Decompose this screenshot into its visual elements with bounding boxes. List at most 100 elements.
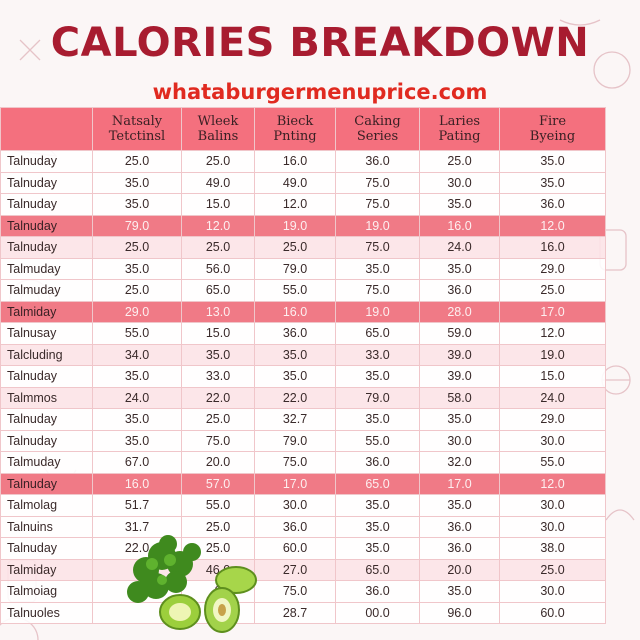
table-cell: 30.0 (499, 494, 606, 517)
table-cell: 20.0 (181, 451, 255, 474)
table-row: Talnuday 35.0 49.0 49.0 75.0 30.0 35.0 (0, 171, 606, 194)
table-row: Talnusay 55.0 15.0 36.0 65.0 59.0 12.0 (0, 322, 606, 345)
table-cell: 19.0 (335, 300, 420, 323)
table-cell: 75.0 (335, 236, 420, 259)
table-cell: 65.0 (335, 472, 420, 495)
table-cell: 55.0 (92, 322, 182, 345)
table-cell: 35.0 (335, 257, 420, 280)
table-cell: 19.0 (335, 214, 420, 237)
table-cell: 36.0 (499, 193, 606, 216)
table-row: Talnuins 31.7 25.0 36.0 35.0 36.0 30.0 (0, 515, 606, 538)
table-cell: 35.0 (335, 408, 420, 431)
table-cell: 15.0 (181, 322, 255, 345)
table-cell: 25.0 (419, 150, 500, 173)
table-row: Talnuday 25.0 25.0 16.0 36.0 25.0 35.0 (0, 150, 606, 173)
table-cell: 38.0 (499, 537, 606, 560)
table-cell: 36.0 (419, 279, 500, 302)
row-label: Talnuday (0, 472, 93, 495)
table-cell: 35.0 (92, 429, 182, 452)
table-row: Talcluding 34.0 35.0 35.0 33.0 39.0 19.0 (0, 343, 606, 366)
table-cell: 22.0 (254, 386, 336, 409)
table-cell: 24.0 (499, 386, 606, 409)
table-cell: 19.0 (499, 343, 606, 366)
row-label: Talmoiag (0, 580, 93, 603)
table-cell: 55.0 (181, 494, 255, 517)
column-header: Fire Byeing (499, 107, 606, 151)
vegetable-illustration (127, 535, 257, 633)
table-cell: 35.0 (335, 515, 420, 538)
table-cell: 25.0 (92, 150, 182, 173)
table-cell: 19.0 (254, 214, 336, 237)
row-label: Talnuday (0, 537, 93, 560)
table-row: Talmuday 67.0 20.0 75.0 36.0 32.0 55.0 (0, 451, 606, 474)
table-cell: 35.0 (419, 408, 500, 431)
table-cell: 15.0 (181, 193, 255, 216)
table-cell: 35.0 (499, 150, 606, 173)
table-cell: 35.0 (92, 193, 182, 216)
row-label: Talmuday (0, 451, 93, 474)
table-body: Talnuday 25.0 25.0 16.0 36.0 25.0 35.0 Talnuday… (0, 150, 606, 624)
row-label: Talnuday (0, 171, 93, 194)
table-cell: 35.0 (181, 343, 255, 366)
calories-table: Natsaly Tetctinsl Wleek Balins Bieck Pnting… (0, 107, 606, 624)
table-row: Talnuday 16.0 57.0 17.0 65.0 17.0 12.0 (0, 472, 606, 495)
table-cell: 34.0 (92, 343, 182, 366)
table-cell: 57.0 (181, 472, 255, 495)
column-header: Caking Series (335, 107, 420, 151)
table-cell: 55.0 (335, 429, 420, 452)
row-label: Talnuday (0, 429, 93, 452)
row-label: Talmolag (0, 494, 93, 517)
table-cell: 28.7 (254, 601, 336, 624)
table-cell: 79.0 (254, 257, 336, 280)
table-cell: 33.0 (181, 365, 255, 388)
table-cell: 28.0 (419, 300, 500, 323)
table-cell: 27.0 (254, 558, 336, 581)
column-header: Natsaly Tetctinsl (92, 107, 182, 151)
table-cell: 00.0 (335, 601, 420, 624)
table-cell: 35.0 (419, 193, 500, 216)
table-cell: 29.0 (499, 257, 606, 280)
table-cell: 17.0 (419, 472, 500, 495)
column-header: Wleek Balins (181, 107, 255, 151)
row-label: Talnuoles (0, 601, 93, 624)
table-cell: 30.0 (499, 515, 606, 538)
table-row: Talmolag 51.7 55.0 30.0 35.0 35.0 30.0 (0, 494, 606, 517)
row-label: Talmiday (0, 558, 93, 581)
table-cell: 16.0 (499, 236, 606, 259)
row-label: Talnuday (0, 150, 93, 173)
table-cell: 36.0 (335, 580, 420, 603)
table-cell: 67.0 (92, 451, 182, 474)
table-cell: 36.0 (335, 150, 420, 173)
table-cell: 55.0 (499, 451, 606, 474)
table-row: Talmmos 24.0 22.0 22.0 79.0 58.0 24.0 (0, 386, 606, 409)
table-row: Talmuday 35.0 56.0 79.0 35.0 35.0 29.0 (0, 257, 606, 280)
table-cell: 20.0 (419, 558, 500, 581)
table-cell: 30.0 (419, 429, 500, 452)
table-cell: 35.0 (419, 257, 500, 280)
table-cell: 12.0 (254, 193, 336, 216)
table-cell: 25.0 (92, 279, 182, 302)
table-cell: 15.0 (499, 365, 606, 388)
table-cell: 65.0 (335, 322, 420, 345)
table-cell: 32.7 (254, 408, 336, 431)
table-header-row: Natsaly Tetctinsl Wleek Balins Bieck Pnting… (0, 107, 606, 151)
table-cell: 75.0 (181, 429, 255, 452)
table-cell: 25.0 (181, 408, 255, 431)
table-cell: 51.7 (92, 494, 182, 517)
table-cell: 25.0 (181, 515, 255, 538)
table-cell: 79.0 (254, 429, 336, 452)
row-label: Talmiday (0, 300, 93, 323)
row-label: Talcluding (0, 343, 93, 366)
row-label: Talnuday (0, 214, 93, 237)
column-header: Laries Pating (419, 107, 500, 151)
table-row: Talnuday 35.0 15.0 12.0 75.0 35.0 36.0 (0, 193, 606, 216)
table-cell: 30.0 (254, 494, 336, 517)
table-cell: 35.0 (92, 171, 182, 194)
table-cell: 16.0 (419, 214, 500, 237)
table-cell (92, 601, 182, 624)
table-cell: 25.0 (499, 279, 606, 302)
table-cell: 35.0 (92, 257, 182, 280)
row-label: Talnuday (0, 236, 93, 259)
table-cell: 39.0 (419, 343, 500, 366)
table-cell: 24.0 (92, 386, 182, 409)
